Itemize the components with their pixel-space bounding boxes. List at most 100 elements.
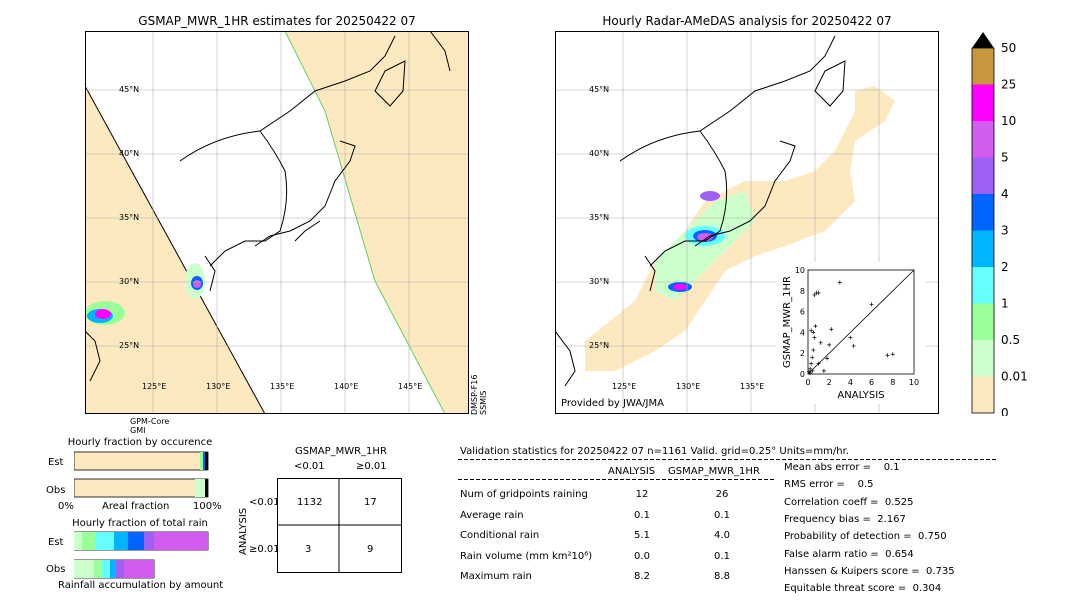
left-swath-east [285, 31, 469, 414]
left-map [85, 31, 469, 414]
contingency-col-ge: ≥0.01 [356, 461, 387, 472]
validation-row-label: Rain volume (mm km²10⁶) [460, 550, 593, 562]
scatter-point [810, 355, 815, 360]
scatter-point [809, 361, 814, 366]
validation-row-analysis: 0.0 [634, 550, 650, 562]
validation-row-analysis: 12 [635, 489, 649, 500]
scatter-ytick: 10 [795, 266, 805, 275]
scatter-point [809, 328, 814, 333]
colorbar-segment [972, 121, 994, 158]
colorbar-segment [972, 267, 994, 304]
colorbar-segment [972, 230, 994, 267]
right-map-title: Hourly Radar-AMeDAS analysis for 2025042… [602, 14, 892, 28]
contingency-grid [277, 478, 402, 573]
validation-col-divider [458, 479, 776, 480]
scatter-point [808, 370, 813, 375]
colorbar-label: 50 [1001, 41, 1016, 55]
colorbar-label: 2 [1001, 260, 1009, 274]
validation-row-gsmap: 8.8 [714, 571, 730, 582]
validation-row-analysis: 5.1 [634, 530, 650, 541]
scatter-point [811, 348, 816, 353]
validation-row-gsmap: 26 [715, 489, 729, 500]
right-lon-135: 135°E [740, 382, 765, 391]
contingency-row-lt: <0.01 [249, 497, 280, 508]
validation-row-label: Conditional rain [460, 530, 540, 541]
left-lat-40: 40°N [119, 149, 140, 158]
scatter-point [885, 353, 890, 358]
scatter-point [851, 343, 856, 348]
contingency-title: GSMAP_MWR_1HR [295, 446, 387, 457]
scatter-ylabel: GSMAP_MWR_1HR [782, 276, 793, 368]
total-rain-bars [74, 531, 209, 579]
validation-score: Equitable threat score = 0.304 [784, 583, 942, 595]
contingency-row-ge: ≥0.01 [249, 544, 280, 555]
satellite-label-right: DMSP-F16 SSMIS [470, 374, 488, 415]
scatter-xtick: 8 [890, 378, 895, 387]
validation-score: Probability of detection = 0.750 [784, 531, 947, 543]
left-lon-145: 145°E [398, 382, 423, 391]
validation-row-label: Num of gridpoints raining [460, 489, 588, 500]
left-lon-140: 140°E [334, 382, 359, 391]
colorbar-label: 0.5 [1001, 333, 1020, 347]
colorbar-segment [972, 157, 994, 194]
contingency-cell: 17 [364, 497, 377, 508]
validation-row-gsmap: 4.0 [714, 530, 730, 541]
validation-header: Validation statistics for 20250422 07 n=… [460, 446, 849, 457]
validation-score: Frequency bias = 2.167 [784, 513, 906, 525]
colorbar-segment [972, 303, 994, 340]
validation-score: False alarm ratio = 0.654 [784, 548, 914, 560]
occurrence-axis-mid: Areal fraction [102, 501, 170, 512]
scatter-xtick: 0 [805, 378, 810, 387]
contingency-cell: 3 [305, 544, 312, 555]
scatter-xlabel: ANALYSIS [837, 390, 884, 401]
colorbar-label: 0 [1001, 406, 1009, 416]
total-rain-obs-label: Obs [46, 564, 66, 575]
scatter-ytick: 4 [800, 328, 805, 337]
colorbar-segment [972, 84, 994, 121]
validation-score: RMS error = 0.5 [784, 479, 874, 491]
scatter-plot: 00 2 2 4 4 6 6 8 8 10 10 ANALYSIS GSMAP_MWR_1HR [776, 262, 926, 404]
left-lat-30: 30°N [119, 277, 140, 286]
colorbar-label: 10 [1001, 114, 1016, 128]
data-credit: Provided by JWA/JMA [561, 398, 664, 409]
scatter-point [825, 356, 830, 361]
scatter-point [808, 366, 813, 371]
right-lon-130: 130°E [676, 382, 701, 391]
contingency-cell: 9 [367, 544, 374, 555]
scatter-point [813, 324, 818, 329]
occurrence-obs-label: Obs [46, 485, 66, 496]
validation-score: Correlation coeff = 0.525 [784, 496, 914, 508]
validation-col-gsmap: GSMAP_MWR_1HR [668, 466, 760, 477]
colorbar-label: 4 [1001, 187, 1009, 201]
contingency-row-axis: ANALYSIS [238, 507, 249, 555]
colorbar-label: 1 [1001, 297, 1009, 311]
left-lat-45: 45°N [119, 85, 140, 94]
scatter-point [827, 342, 832, 347]
colorbar-segment [972, 194, 994, 231]
right-lat-25: 25°N [589, 341, 610, 350]
validation-score: Hanssen & Kuipers score = 0.735 [784, 565, 955, 577]
right-lat-35: 35°N [589, 213, 610, 222]
colorbar-label: 5 [1001, 151, 1009, 165]
scatter-point [890, 352, 895, 357]
scatter-point [848, 335, 853, 340]
occurrence-axis-left: 0% [58, 501, 74, 512]
validation-row-analysis: 8.2 [634, 571, 650, 582]
total-rain-footer: Rainfall accumulation by amount [58, 580, 224, 591]
colorbar-segment [972, 48, 994, 85]
scatter-xtick: 10 [909, 378, 919, 387]
right-lon-125: 125°E [612, 382, 637, 391]
scatter-point [812, 335, 817, 340]
scatter-xtick: 6 [869, 378, 874, 387]
left-lon-125: 125°E [142, 382, 167, 391]
validation-row-analysis: 0.1 [634, 509, 650, 521]
validation-row-label: Maximum rain [460, 571, 532, 582]
colorbar-segment [972, 340, 994, 377]
scatter-ytick: 2 [800, 349, 805, 358]
validation-divider [458, 459, 996, 460]
satellite-label-left: GPM-Core GMI [130, 417, 170, 435]
colorbar-label: 3 [1001, 224, 1009, 238]
scatter-point [811, 330, 816, 335]
left-lon-135: 135°E [270, 382, 295, 391]
occurrence-bars [74, 451, 209, 498]
